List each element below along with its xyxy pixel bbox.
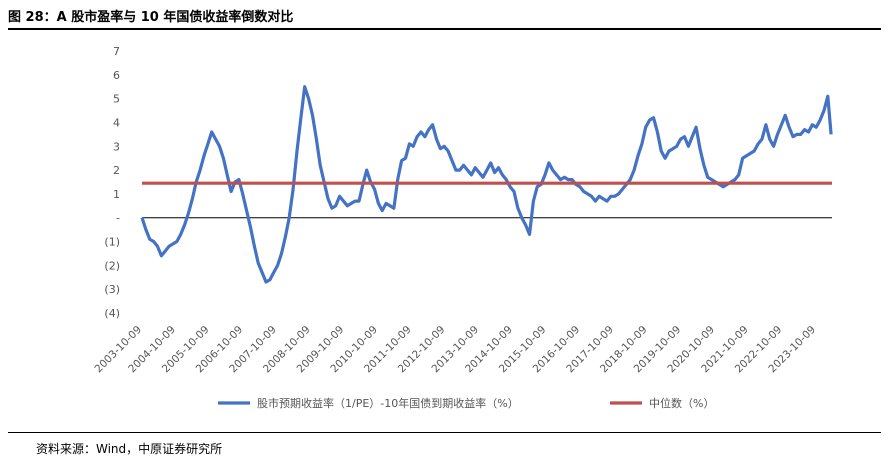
y-tick-label: (4) [104, 307, 120, 320]
y-tick-label: 2 [113, 164, 120, 177]
y-tick-label: 4 [113, 116, 120, 129]
title-divider [8, 28, 881, 30]
y-tick-label: (1) [104, 236, 120, 249]
source-divider [8, 432, 881, 433]
y-tick-label: 3 [113, 140, 120, 153]
y-tick-label: - [116, 212, 120, 225]
source-note: 资料来源：Wind，中原证券研究所 [36, 442, 223, 456]
y-tick-label: 1 [113, 188, 120, 201]
legend: 股市预期收益率（1/PE）-10年国债到期收益率（%） 中位数（%） [218, 396, 714, 410]
y-tick-label: (2) [104, 259, 120, 272]
legend-label-median: 中位数（%） [649, 396, 714, 410]
x-axis: 2003-10-092004-10-092005-10-092006-10-09… [92, 324, 818, 376]
legend-label-expected-return: 股市预期收益率（1/PE）-10年国债到期收益率（%） [257, 396, 519, 410]
chart-canvas: 7 6 5 4 3 2 1 - (1) (2) (3) (4) 2003-10-092004-10-0… [92, 45, 833, 410]
chart-title: 图 28：A 股市盈率与 10 年国债收益率倒数对比 [8, 10, 294, 25]
y-axis: 7 6 5 4 3 2 1 - (1) (2) (3) (4) [104, 45, 120, 320]
y-tick-label: 5 [113, 93, 120, 106]
y-tick-label: 7 [113, 45, 120, 58]
y-tick-label: (3) [104, 283, 120, 296]
y-tick-label: 6 [113, 69, 120, 82]
